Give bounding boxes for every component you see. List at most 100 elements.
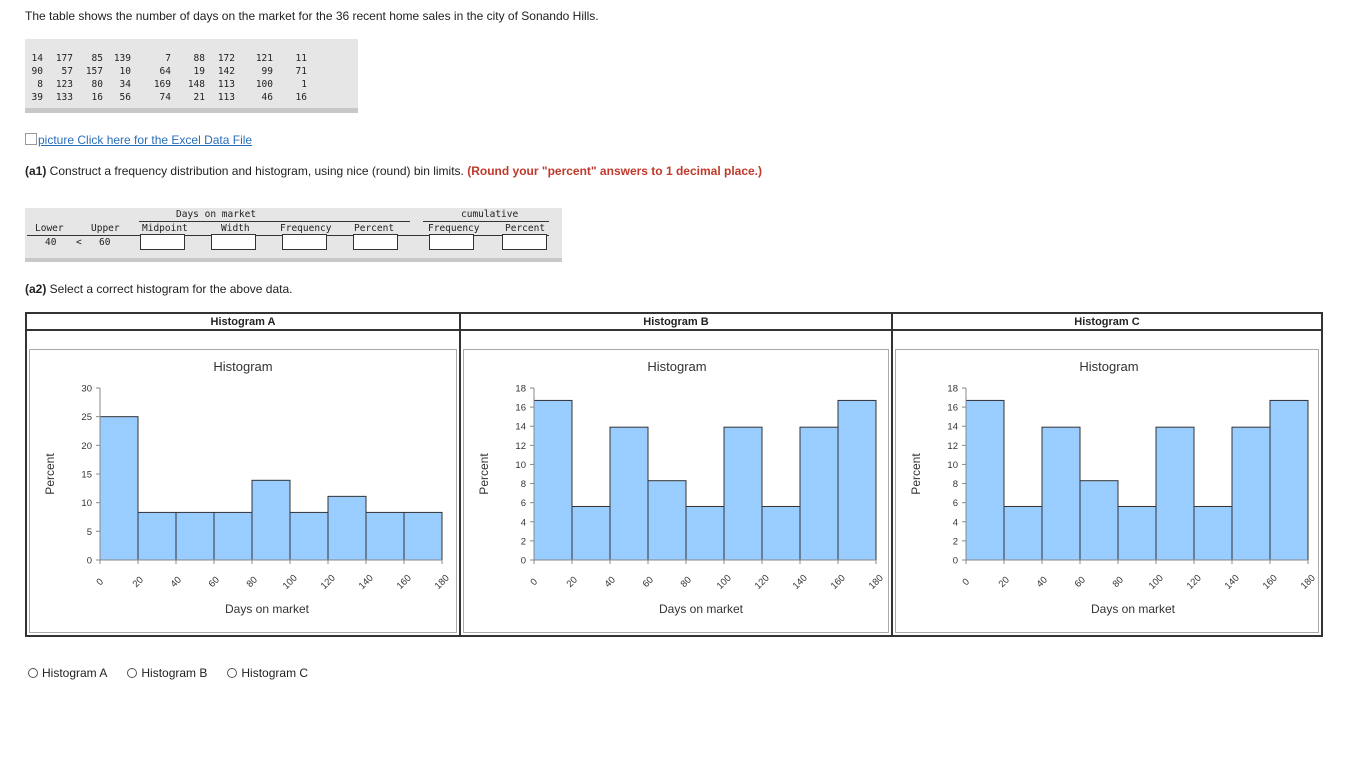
y-tick-label: 14 — [947, 422, 958, 433]
radio-button[interactable] — [127, 668, 138, 678]
x-tick-label: 80 — [679, 575, 694, 590]
y-tick-label: 18 — [947, 384, 958, 395]
table-row: 39 133 16 56 74 21 113 46 16 — [30, 91, 307, 104]
group-underline-days — [139, 221, 410, 222]
table-row: 14 177 85 139 7 88 172 121 11 — [30, 52, 307, 65]
choice-histogram-b[interactable]: Histogram B — [127, 666, 207, 680]
y-tick-label: 2 — [953, 536, 958, 547]
table-cell: 14 — [31, 53, 43, 64]
x-tick-label: 180 — [867, 573, 886, 592]
question-a1-text: Construct a frequency distribution and h… — [46, 164, 468, 178]
question-a1-label: (a1) — [25, 164, 47, 178]
y-tick-label: 2 — [521, 536, 526, 547]
histogram-bar — [403, 511, 443, 561]
histogram-bar — [533, 399, 573, 561]
histogram-choices: Histogram A Histogram B Histogram C — [28, 666, 328, 680]
home-sales-data-table: 14 177 85 139 7 88 172 121 11 90 57 157 10 64 19 142 99 7… — [25, 39, 358, 113]
table-row: 90 57 157 10 64 19 142 99 71 — [30, 65, 307, 78]
x-tick-label: 180 — [1299, 573, 1318, 592]
y-axis-label: Percent — [43, 453, 57, 495]
table-cell: 46 — [261, 92, 273, 103]
y-tick-label: 5 — [87, 527, 92, 538]
width-input[interactable] — [211, 234, 256, 250]
broken-image-icon — [25, 133, 37, 145]
histogram-bar — [1155, 426, 1195, 561]
frequency-distribution-table: Days on market cumulative Lower Upper Mi… — [25, 208, 562, 262]
table-cell: 142 — [217, 66, 235, 77]
frequency-input[interactable] — [282, 234, 327, 250]
table-cell: 100 — [255, 79, 273, 90]
choice-label: Histogram C — [241, 666, 309, 680]
question-a2: (a2) Select a correct histogram for the … — [25, 282, 292, 296]
table-cell: 56 — [119, 92, 131, 103]
histogram-bar — [609, 426, 649, 561]
y-tick-label: 4 — [521, 517, 526, 528]
row-separator: < — [76, 237, 82, 248]
x-tick-label: 120 — [1185, 573, 1204, 592]
radio-button[interactable] — [227, 668, 238, 678]
col-header-lower: Lower — [35, 223, 64, 234]
cum-percent-input[interactable] — [502, 234, 547, 250]
col-header-midpoint: Midpoint — [142, 223, 188, 234]
table-cell: 80 — [91, 79, 103, 90]
y-tick-label: 0 — [87, 556, 92, 567]
histogram-bar — [1193, 505, 1233, 561]
choice-histogram-c[interactable]: Histogram C — [227, 666, 308, 680]
question-a2-label: (a2) — [25, 282, 47, 296]
radio-button[interactable] — [28, 668, 38, 678]
table-cell: 133 — [55, 92, 73, 103]
histogram-bar — [685, 505, 725, 561]
excel-link-text: Click here for the Excel Data File — [77, 133, 253, 147]
table-cell: 21 — [193, 92, 205, 103]
y-tick-label: 12 — [947, 441, 958, 452]
table-cell: 85 — [91, 53, 103, 64]
chart-box: Histogram 0 5 10 15 20 25 30 0 20 40 60 80 100 120 140 1… — [29, 349, 457, 633]
histogram-panels: Histogram A Histogram 0 5 10 15 20 25 30 0 20 40 60… — [25, 312, 1323, 637]
x-tick-label: 140 — [1223, 573, 1242, 592]
question-a1: (a1) Construct a frequency distribution … — [25, 164, 785, 179]
y-tick-label: 8 — [521, 479, 526, 490]
histogram-bar — [965, 399, 1005, 561]
x-tick-label: 160 — [1261, 573, 1280, 592]
table-cell: 123 — [55, 79, 73, 90]
percent-input[interactable] — [353, 234, 398, 250]
group-header-days: Days on market — [176, 209, 257, 220]
x-axis-label: Days on market — [225, 602, 310, 616]
histogram-bar — [571, 505, 611, 561]
y-tick-label: 4 — [953, 517, 958, 528]
freq-bottom-bar — [25, 258, 562, 262]
x-tick-label: 160 — [395, 573, 414, 592]
histogram-bar — [1079, 480, 1119, 561]
panel-histogram-b: Histogram B Histogram 0 2 4 6 8 10 12 14 16 18 0 20 4… — [459, 314, 891, 635]
x-tick-label: 20 — [565, 575, 580, 590]
histogram-bar — [1003, 505, 1043, 561]
x-tick-label: 0 — [960, 576, 972, 588]
panel-title: Histogram A — [27, 314, 459, 331]
histogram-bar — [799, 426, 839, 561]
histogram-bar — [137, 511, 177, 561]
table-cell: 11 — [295, 53, 307, 64]
y-tick-label: 0 — [953, 556, 958, 567]
y-tick-label: 14 — [515, 422, 526, 433]
histogram-bar — [99, 416, 139, 561]
choice-histogram-a[interactable]: Histogram A — [28, 666, 107, 680]
y-tick-label: 12 — [515, 441, 526, 452]
histogram-bar — [1117, 505, 1157, 561]
histogram-bar — [1269, 399, 1309, 561]
row-lower-value: 40 — [45, 237, 57, 248]
x-tick-label: 80 — [245, 575, 260, 590]
x-tick-label: 160 — [829, 573, 848, 592]
table-cell: 99 — [261, 66, 273, 77]
y-tick-label: 10 — [81, 498, 92, 509]
excel-data-link[interactable]: picture Click here for the Excel Data Fi… — [25, 133, 252, 147]
x-tick-label: 140 — [357, 573, 376, 592]
chart-title: Histogram — [1079, 359, 1138, 374]
chart-box: Histogram 0 2 4 6 8 10 12 14 16 18 0 20 40 60 80 100 120 1… — [895, 349, 1319, 633]
table-cell: 16 — [91, 92, 103, 103]
cum-frequency-input[interactable] — [429, 234, 474, 250]
col-header-percent: Percent — [354, 223, 395, 234]
x-tick-label: 0 — [94, 576, 106, 588]
midpoint-input[interactable] — [140, 234, 185, 250]
